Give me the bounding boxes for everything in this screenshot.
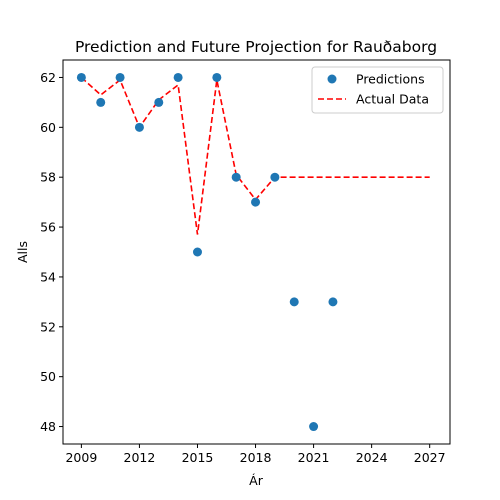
prediction-point bbox=[309, 422, 319, 432]
x-axis: 2009 2012 2015 2018 2021 2024 2027 bbox=[65, 444, 446, 465]
x-tick-label: 2027 bbox=[414, 450, 446, 465]
axes-frame bbox=[62, 59, 451, 445]
prediction-point bbox=[134, 122, 144, 132]
prediction-point bbox=[115, 72, 125, 82]
x-axis-label: Ár bbox=[249, 473, 264, 488]
legend-predictions-marker bbox=[327, 74, 337, 84]
prediction-point bbox=[76, 72, 86, 82]
prediction-point bbox=[96, 97, 106, 107]
y-tick-label: 50 bbox=[40, 369, 56, 384]
prediction-point bbox=[231, 172, 241, 182]
x-tick-label: 2018 bbox=[240, 450, 272, 465]
prediction-point bbox=[328, 297, 338, 307]
legend-actual-label: Actual Data bbox=[356, 92, 429, 107]
x-tick-label: 2024 bbox=[356, 450, 388, 465]
y-tick-label: 48 bbox=[40, 419, 56, 434]
legend-predictions-label: Predictions bbox=[356, 72, 425, 87]
series-layer bbox=[76, 72, 430, 432]
y-tick-label: 62 bbox=[40, 70, 56, 85]
prediction-point bbox=[154, 97, 164, 107]
x-tick-label: 2021 bbox=[298, 450, 330, 465]
prediction-point bbox=[251, 197, 261, 207]
prediction-point bbox=[173, 72, 183, 82]
y-axis-label: Alls bbox=[15, 241, 30, 263]
y-tick-label: 56 bbox=[40, 220, 56, 235]
chart-title: Prediction and Future Projection for Rau… bbox=[75, 38, 437, 56]
y-tick-label: 54 bbox=[40, 269, 56, 284]
prediction-point bbox=[289, 297, 299, 307]
x-tick-label: 2012 bbox=[124, 450, 156, 465]
legend-box bbox=[311, 66, 444, 114]
x-tick-label: 2015 bbox=[182, 450, 214, 465]
legend: Predictions Actual Data bbox=[311, 66, 444, 114]
y-axis: 48 50 52 54 56 58 60 62 bbox=[40, 70, 63, 434]
y-tick-label: 60 bbox=[40, 120, 56, 135]
x-tick-label: 2009 bbox=[65, 450, 97, 465]
prediction-point bbox=[270, 172, 280, 182]
prediction-point bbox=[212, 72, 222, 82]
y-tick-label: 52 bbox=[40, 319, 56, 334]
y-tick-label: 58 bbox=[40, 170, 56, 185]
plot-area bbox=[62, 59, 451, 445]
prediction-point bbox=[192, 247, 202, 257]
